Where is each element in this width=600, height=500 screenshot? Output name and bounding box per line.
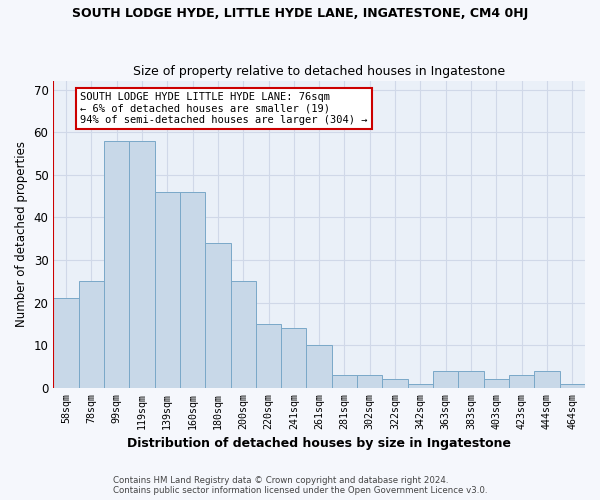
Bar: [509, 375, 535, 388]
Bar: [535, 371, 560, 388]
Text: Contains HM Land Registry data © Crown copyright and database right 2024.
Contai: Contains HM Land Registry data © Crown c…: [113, 476, 487, 495]
Bar: [53, 298, 79, 388]
Bar: [433, 371, 458, 388]
Bar: [332, 375, 357, 388]
Bar: [484, 380, 509, 388]
Bar: [79, 282, 104, 388]
Bar: [408, 384, 433, 388]
Bar: [307, 345, 332, 388]
Bar: [155, 192, 180, 388]
Text: SOUTH LODGE HYDE, LITTLE HYDE LANE, INGATESTONE, CM4 0HJ: SOUTH LODGE HYDE, LITTLE HYDE LANE, INGA…: [72, 8, 528, 20]
Title: Size of property relative to detached houses in Ingatestone: Size of property relative to detached ho…: [133, 66, 505, 78]
Text: SOUTH LODGE HYDE LITTLE HYDE LANE: 76sqm
← 6% of detached houses are smaller (19: SOUTH LODGE HYDE LITTLE HYDE LANE: 76sqm…: [80, 92, 367, 125]
Bar: [129, 140, 155, 388]
Y-axis label: Number of detached properties: Number of detached properties: [15, 142, 28, 328]
Bar: [281, 328, 307, 388]
Bar: [104, 140, 129, 388]
X-axis label: Distribution of detached houses by size in Ingatestone: Distribution of detached houses by size …: [127, 437, 511, 450]
Bar: [180, 192, 205, 388]
Bar: [357, 375, 382, 388]
Bar: [230, 282, 256, 388]
Bar: [256, 324, 281, 388]
Bar: [458, 371, 484, 388]
Bar: [205, 243, 230, 388]
Bar: [382, 380, 408, 388]
Bar: [560, 384, 585, 388]
